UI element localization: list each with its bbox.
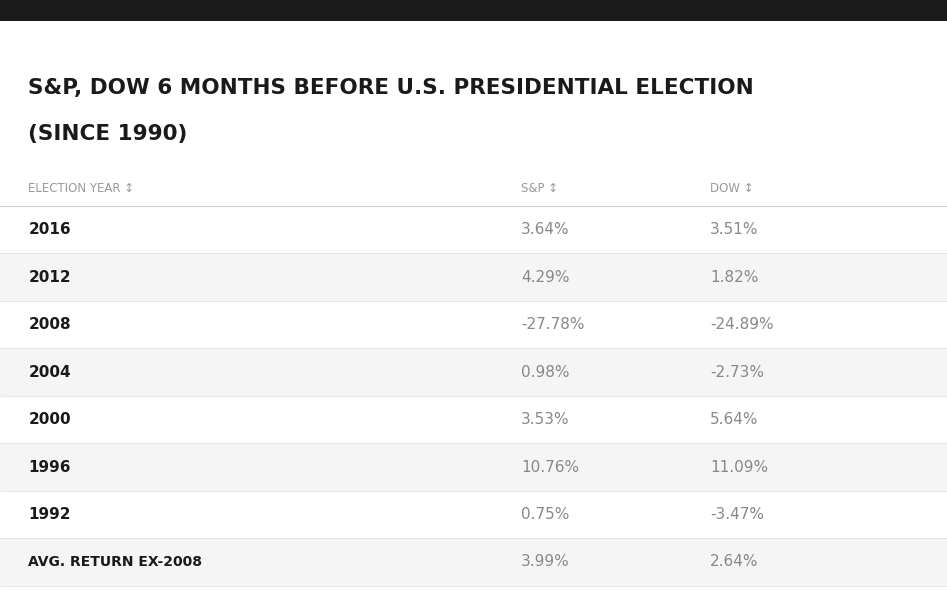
Text: 0.75%: 0.75% xyxy=(521,507,569,522)
FancyBboxPatch shape xyxy=(0,396,947,443)
Text: 2000: 2000 xyxy=(28,412,71,427)
Text: 2008: 2008 xyxy=(28,317,71,332)
FancyBboxPatch shape xyxy=(0,0,947,21)
Text: S&P ↕: S&P ↕ xyxy=(521,182,558,195)
Text: -2.73%: -2.73% xyxy=(710,365,764,380)
FancyBboxPatch shape xyxy=(0,301,947,349)
Text: -27.78%: -27.78% xyxy=(521,317,584,332)
Text: 10.76%: 10.76% xyxy=(521,460,579,475)
Text: 3.53%: 3.53% xyxy=(521,412,569,427)
Text: (SINCE 1990): (SINCE 1990) xyxy=(28,124,188,144)
Text: 1992: 1992 xyxy=(28,507,71,522)
Text: 4.29%: 4.29% xyxy=(521,270,569,285)
Text: 2012: 2012 xyxy=(28,270,71,285)
Text: AVG. RETURN EX-2008: AVG. RETURN EX-2008 xyxy=(28,555,203,569)
Text: 1996: 1996 xyxy=(28,460,71,475)
Text: ELECTION YEAR ↕: ELECTION YEAR ↕ xyxy=(28,182,134,195)
Text: 11.09%: 11.09% xyxy=(710,460,768,475)
Text: 2016: 2016 xyxy=(28,222,71,237)
FancyBboxPatch shape xyxy=(0,206,947,253)
Text: DOW ↕: DOW ↕ xyxy=(710,182,754,195)
FancyBboxPatch shape xyxy=(0,538,947,586)
Text: 3.51%: 3.51% xyxy=(710,222,759,237)
FancyBboxPatch shape xyxy=(0,443,947,491)
FancyBboxPatch shape xyxy=(0,348,947,396)
Text: -3.47%: -3.47% xyxy=(710,507,764,522)
Text: 2004: 2004 xyxy=(28,365,71,380)
Text: S&P, DOW 6 MONTHS BEFORE U.S. PRESIDENTIAL ELECTION: S&P, DOW 6 MONTHS BEFORE U.S. PRESIDENTI… xyxy=(28,78,754,98)
FancyBboxPatch shape xyxy=(0,491,947,538)
FancyBboxPatch shape xyxy=(0,253,947,301)
Text: 3.64%: 3.64% xyxy=(521,222,569,237)
Text: 2.64%: 2.64% xyxy=(710,555,759,570)
Text: 3.99%: 3.99% xyxy=(521,555,569,570)
Text: 0.98%: 0.98% xyxy=(521,365,569,380)
Text: -24.89%: -24.89% xyxy=(710,317,774,332)
Text: 1.82%: 1.82% xyxy=(710,270,759,285)
Text: 5.64%: 5.64% xyxy=(710,412,759,427)
